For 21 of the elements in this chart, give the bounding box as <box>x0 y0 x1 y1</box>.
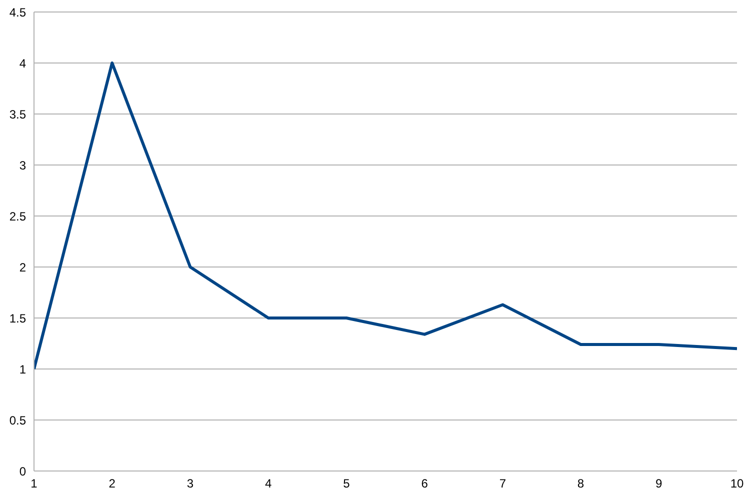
x-tick-label: 10 <box>730 476 744 491</box>
y-tick-label: 1 <box>19 362 26 376</box>
y-tick-label: 2.5 <box>9 209 26 224</box>
x-tick-label: 2 <box>108 476 116 491</box>
y-tick-label: 0.5 <box>9 413 26 428</box>
x-tick-label: 3 <box>186 476 194 491</box>
y-tick-label: 4.5 <box>9 5 26 20</box>
x-tick-label: 4 <box>264 476 272 491</box>
y-tick-label: 1.5 <box>9 311 26 326</box>
x-tick-label: 5 <box>343 476 350 491</box>
x-tick-label: 6 <box>421 476 428 491</box>
y-tick-label: 3 <box>19 158 26 172</box>
line-series <box>34 62 737 370</box>
x-tick-label: 1 <box>30 476 38 491</box>
y-tick-label: 4 <box>19 56 26 70</box>
y-tick-label: 2 <box>19 260 26 274</box>
y-tick-label: 3.5 <box>9 107 26 122</box>
y-tick-label: 0 <box>19 464 26 478</box>
x-tick-label: 7 <box>499 476 506 491</box>
x-tick-label: 8 <box>577 476 584 491</box>
x-tick-label: 9 <box>656 476 663 491</box>
